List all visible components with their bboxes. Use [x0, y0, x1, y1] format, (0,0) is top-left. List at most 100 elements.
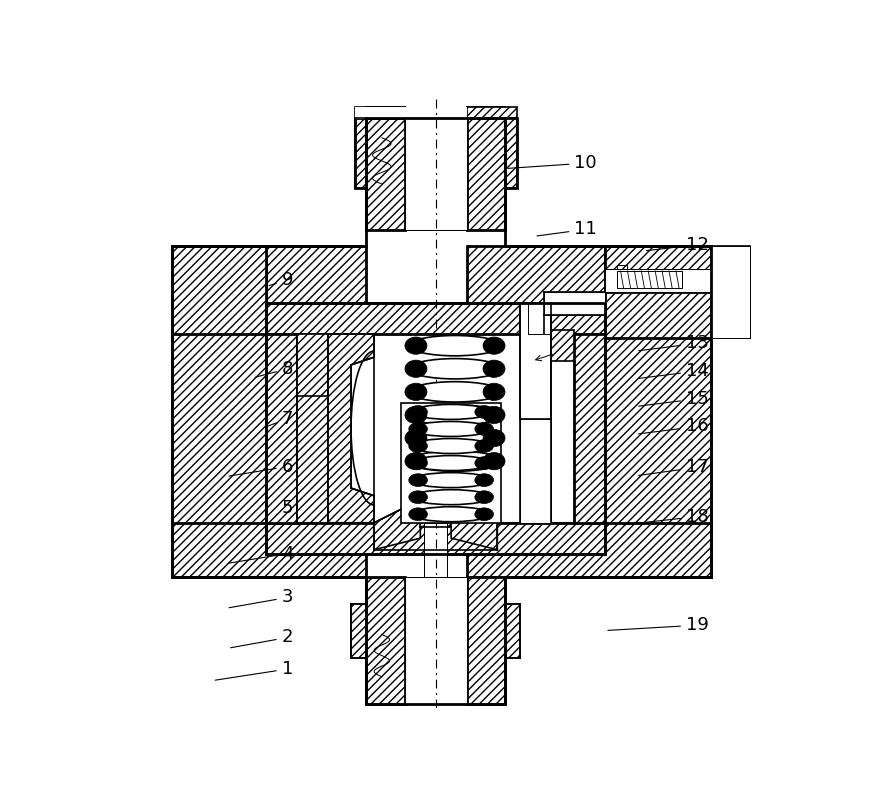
- Bar: [711, 246, 750, 338]
- Bar: [467, 523, 711, 576]
- Bar: [605, 269, 729, 292]
- Ellipse shape: [409, 423, 427, 436]
- Bar: [521, 419, 552, 523]
- Bar: [173, 523, 366, 576]
- Bar: [266, 304, 605, 334]
- Bar: [405, 118, 467, 230]
- Bar: [173, 246, 266, 576]
- Text: 5: 5: [277, 499, 293, 517]
- Bar: [467, 246, 711, 304]
- Bar: [574, 334, 605, 523]
- Ellipse shape: [412, 405, 490, 420]
- Ellipse shape: [475, 474, 493, 487]
- Ellipse shape: [412, 421, 490, 436]
- Bar: [605, 292, 711, 338]
- Bar: [173, 246, 366, 304]
- Polygon shape: [328, 334, 374, 523]
- Ellipse shape: [412, 490, 490, 505]
- Bar: [355, 118, 366, 188]
- Text: 14: 14: [639, 362, 709, 380]
- Text: 15: 15: [639, 390, 709, 408]
- Text: 2: 2: [231, 629, 293, 648]
- Text: 10: 10: [507, 154, 597, 173]
- Text: 3: 3: [229, 588, 293, 607]
- Ellipse shape: [409, 440, 427, 452]
- Text: 9: 9: [269, 271, 293, 289]
- Text: 17: 17: [639, 458, 709, 476]
- Bar: [401, 403, 501, 523]
- Text: 13: 13: [639, 335, 709, 352]
- Ellipse shape: [409, 508, 427, 521]
- Ellipse shape: [409, 428, 501, 448]
- Bar: [355, 107, 405, 176]
- Bar: [605, 246, 711, 292]
- Polygon shape: [374, 480, 498, 549]
- Polygon shape: [605, 265, 626, 292]
- Ellipse shape: [483, 360, 505, 378]
- Ellipse shape: [412, 456, 490, 471]
- Ellipse shape: [409, 456, 427, 470]
- Ellipse shape: [475, 491, 493, 503]
- Ellipse shape: [412, 506, 490, 522]
- Ellipse shape: [483, 383, 505, 401]
- Ellipse shape: [409, 335, 501, 356]
- Ellipse shape: [475, 456, 493, 470]
- Bar: [711, 246, 750, 338]
- Bar: [467, 107, 505, 196]
- Ellipse shape: [409, 405, 501, 425]
- Ellipse shape: [409, 382, 501, 402]
- Bar: [266, 334, 297, 523]
- Bar: [467, 576, 505, 704]
- Text: 18: 18: [623, 507, 708, 525]
- Bar: [505, 118, 516, 188]
- Ellipse shape: [405, 337, 427, 355]
- Ellipse shape: [412, 439, 490, 453]
- Ellipse shape: [409, 451, 501, 471]
- Ellipse shape: [483, 406, 505, 424]
- Bar: [544, 292, 605, 315]
- Bar: [366, 118, 405, 230]
- Bar: [617, 271, 682, 288]
- Ellipse shape: [475, 405, 493, 418]
- Bar: [366, 107, 405, 207]
- Bar: [424, 480, 448, 523]
- Bar: [544, 330, 574, 361]
- Bar: [366, 107, 405, 196]
- Ellipse shape: [409, 491, 427, 503]
- Bar: [505, 603, 521, 657]
- Bar: [351, 603, 366, 657]
- Ellipse shape: [475, 440, 493, 452]
- Ellipse shape: [483, 337, 505, 355]
- Text: 12: 12: [647, 236, 709, 254]
- Bar: [467, 107, 516, 176]
- Bar: [405, 107, 467, 207]
- Text: 1: 1: [215, 660, 293, 681]
- Ellipse shape: [483, 452, 505, 470]
- Ellipse shape: [409, 405, 427, 418]
- Bar: [355, 107, 455, 118]
- Text: 8: 8: [255, 360, 293, 378]
- Bar: [467, 118, 505, 230]
- Bar: [467, 107, 505, 207]
- Text: 19: 19: [608, 616, 709, 634]
- Ellipse shape: [405, 429, 427, 447]
- Ellipse shape: [405, 452, 427, 470]
- Bar: [405, 576, 467, 704]
- Ellipse shape: [409, 359, 501, 379]
- Ellipse shape: [405, 383, 427, 401]
- Bar: [366, 576, 405, 704]
- Ellipse shape: [409, 474, 427, 487]
- Text: 7: 7: [265, 409, 293, 428]
- Bar: [424, 523, 448, 576]
- Bar: [266, 523, 605, 553]
- Text: 6: 6: [229, 458, 293, 476]
- Text: 4: 4: [229, 545, 293, 563]
- Ellipse shape: [483, 429, 505, 447]
- Ellipse shape: [412, 472, 490, 487]
- Bar: [297, 334, 328, 523]
- Ellipse shape: [475, 423, 493, 436]
- Text: 11: 11: [537, 220, 597, 238]
- Ellipse shape: [405, 360, 427, 378]
- Bar: [173, 246, 266, 334]
- Bar: [521, 304, 552, 419]
